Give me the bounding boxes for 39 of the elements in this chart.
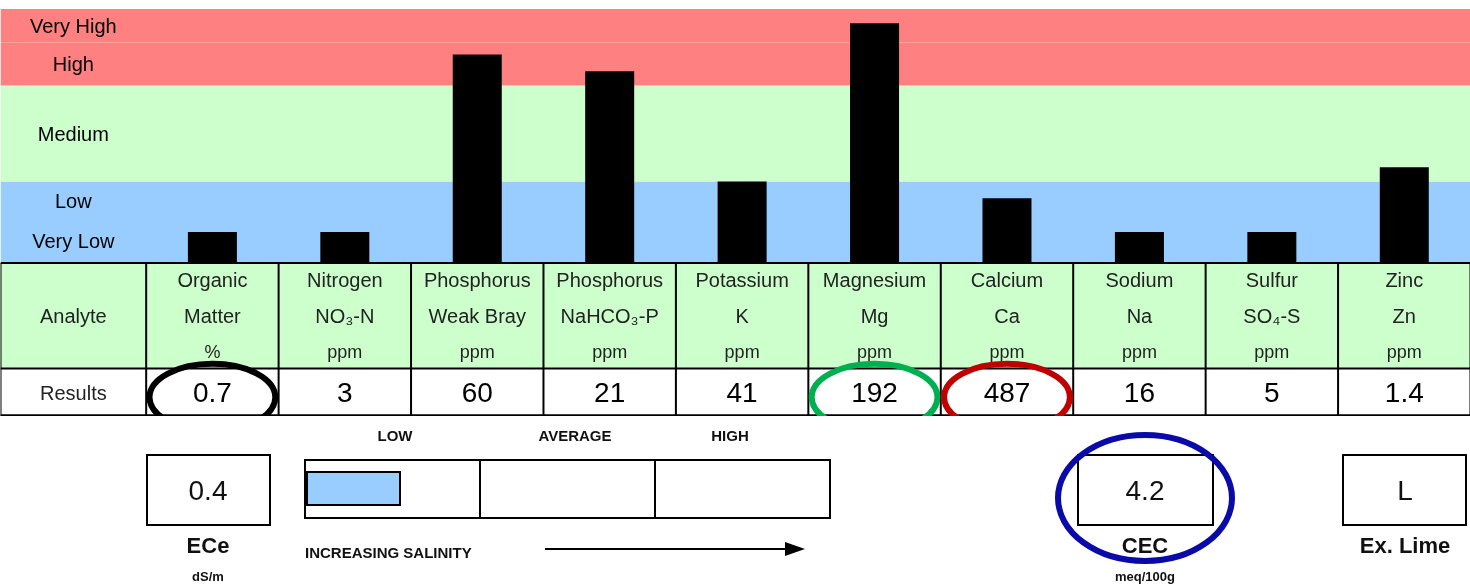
x-tick-label: Magnesium Mg ppm	[822, 268, 927, 362]
text: Results	[39, 381, 107, 404]
text: 5	[1264, 377, 1280, 409]
band-label: High	[52, 53, 94, 76]
text: 41	[726, 377, 758, 409]
x-tick-label: Phosphorus NaHCO₃-P ppm	[556, 268, 664, 362]
text: meq/100g	[1115, 568, 1176, 584]
text: 3	[337, 377, 353, 409]
text: L	[1397, 474, 1413, 506]
text: INCREASING SALINITY	[305, 543, 472, 561]
x-tick-label: Organic Matter %	[177, 268, 248, 362]
band-label: Low	[54, 189, 93, 212]
band-label: Very High	[29, 14, 117, 37]
text: 487	[983, 377, 1031, 409]
x-tick-label: Phosphorus Weak Bray ppm	[423, 268, 531, 362]
text: 192	[851, 377, 898, 409]
text: 1.4	[1384, 377, 1424, 409]
x-tick-label: Nitrogen NO₃-N ppm	[307, 268, 383, 362]
text: AVERAGE	[538, 426, 612, 444]
x-tick-label: Calcium Ca ppm	[970, 268, 1044, 362]
text: ECe	[186, 532, 230, 558]
text: LOW	[377, 426, 414, 444]
text: 0.4	[188, 474, 228, 506]
text: 0.7	[192, 377, 232, 409]
x-tick-label: Sodium Na ppm	[1105, 268, 1174, 362]
text: Ex. Lime	[1359, 532, 1451, 558]
x-tick-label: Zinc Zn ppm	[1385, 268, 1424, 362]
band-label: Very Low	[32, 230, 116, 253]
text: HIGH	[711, 426, 749, 444]
text: 16	[1123, 377, 1155, 409]
text: CEC	[1121, 532, 1169, 558]
text: 4.2	[1125, 474, 1165, 506]
text: 21	[594, 377, 626, 409]
x-tick-label: Sulfur SO₄-S ppm	[1243, 268, 1301, 362]
band-label: Medium	[37, 122, 109, 145]
text: dS/m	[192, 568, 224, 584]
text: 60	[461, 377, 493, 409]
text: Analyte	[39, 304, 107, 327]
x-tick-label: Potassium K ppm	[695, 268, 789, 362]
